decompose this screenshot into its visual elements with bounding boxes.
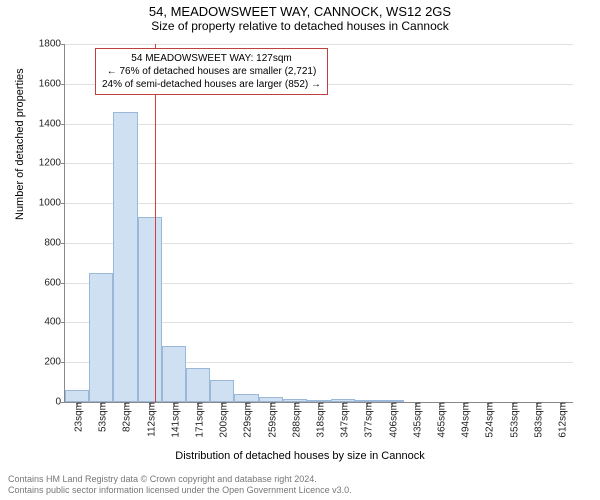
- reference-line: [155, 44, 156, 402]
- x-tick-label: 53sqm: [94, 402, 109, 432]
- y-tick-label: 0: [55, 397, 65, 408]
- x-tick-label: 23sqm: [70, 402, 85, 432]
- annotation-line1: 54 MEADOWSWEET WAY: 127sqm: [102, 52, 321, 65]
- y-tick-label: 800: [44, 237, 65, 248]
- x-tick-label: 406sqm: [384, 402, 399, 438]
- y-tick-label: 200: [44, 357, 65, 368]
- chart-subtitle: Size of property relative to detached ho…: [0, 19, 600, 35]
- footer-line2: Contains public sector information licen…: [8, 485, 352, 496]
- annotation-line3: 24% of semi-detached houses are larger (…: [102, 78, 321, 91]
- x-tick-label: 229sqm: [239, 402, 254, 438]
- x-tick-label: 435sqm: [408, 402, 423, 438]
- grid-line: [65, 163, 573, 164]
- footer-attribution: Contains HM Land Registry data © Crown c…: [8, 474, 352, 496]
- y-tick-label: 1000: [39, 198, 65, 209]
- y-tick-label: 600: [44, 277, 65, 288]
- x-tick-label: 318sqm: [312, 402, 327, 438]
- x-tick-label: 82sqm: [118, 402, 133, 432]
- histogram-bar: [89, 273, 113, 402]
- grid-line: [65, 124, 573, 125]
- x-tick-label: 347sqm: [336, 402, 351, 438]
- y-tick-label: 400: [44, 317, 65, 328]
- x-tick-label: 465sqm: [432, 402, 447, 438]
- y-tick-label: 1600: [39, 78, 65, 89]
- x-tick-label: 200sqm: [215, 402, 230, 438]
- annotation-line2: ← 76% of detached houses are smaller (2,…: [102, 65, 321, 78]
- x-tick-label: 259sqm: [263, 402, 278, 438]
- histogram-bar: [138, 217, 162, 402]
- annotation-box: 54 MEADOWSWEET WAY: 127sqm ← 76% of deta…: [95, 48, 328, 95]
- x-tick-label: 612sqm: [553, 402, 568, 438]
- x-tick-label: 494sqm: [457, 402, 472, 438]
- grid-line: [65, 44, 573, 45]
- x-tick-label: 288sqm: [287, 402, 302, 438]
- y-tick-label: 1400: [39, 118, 65, 129]
- x-axis-label: Distribution of detached houses by size …: [0, 450, 600, 462]
- x-tick-label: 112sqm: [142, 402, 157, 437]
- y-tick-label: 1800: [39, 39, 65, 50]
- histogram-bar: [234, 394, 258, 402]
- x-tick-label: 553sqm: [505, 402, 520, 438]
- y-tick-label: 1200: [39, 158, 65, 169]
- histogram-bar: [210, 380, 234, 402]
- grid-line: [65, 203, 573, 204]
- x-tick-label: 524sqm: [481, 402, 496, 438]
- x-tick-label: 141sqm: [166, 402, 181, 438]
- y-axis-label: Number of detached properties: [14, 68, 26, 220]
- histogram-bar: [162, 346, 186, 402]
- x-tick-label: 583sqm: [529, 402, 544, 438]
- x-tick-label: 171sqm: [191, 402, 206, 438]
- histogram-bar: [186, 368, 210, 402]
- chart-title: 54, MEADOWSWEET WAY, CANNOCK, WS12 2GS: [0, 0, 600, 19]
- x-tick-label: 377sqm: [360, 402, 375, 438]
- chart-plot-area: 02004006008001000120014001600180023sqm53…: [64, 44, 573, 403]
- histogram-bar: [65, 390, 89, 402]
- footer-line1: Contains HM Land Registry data © Crown c…: [8, 474, 352, 485]
- histogram-bar: [113, 112, 137, 402]
